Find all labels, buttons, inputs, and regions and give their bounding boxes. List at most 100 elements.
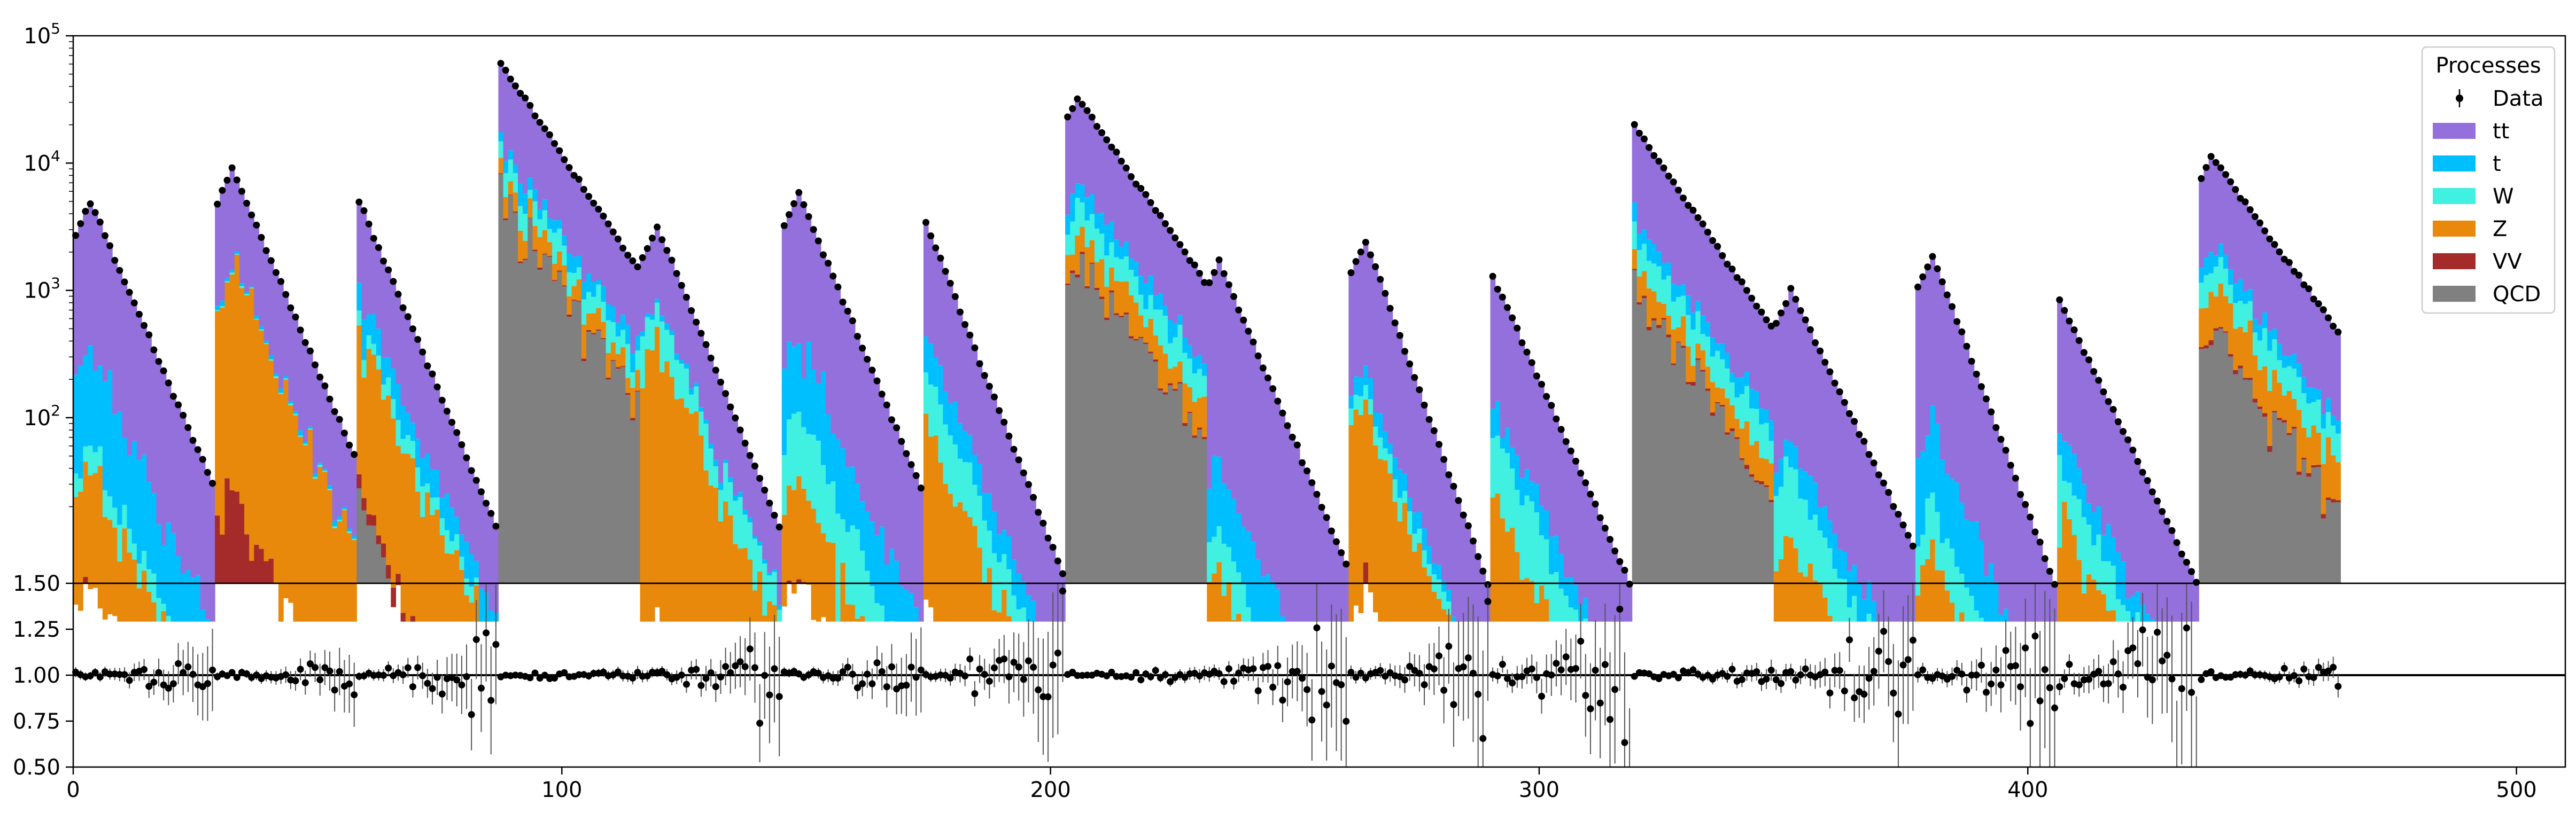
data-point-seg1-bin1 <box>72 232 80 239</box>
bar-tt-seg14-bin28 <box>2047 570 2053 622</box>
data-point-seg7-bin27 <box>1049 544 1057 551</box>
data-point-seg13-bin23 <box>1880 479 1888 487</box>
bar-w-seg1-bin2 <box>78 478 83 492</box>
data-point-seg15-bin18 <box>2139 468 2146 476</box>
bar-tt-seg14-bin16 <box>1989 412 1994 564</box>
bar-tt-seg5-bin12 <box>694 322 699 383</box>
bar-w-seg4-bin1 <box>498 141 504 158</box>
bar-tt-seg10-bin3 <box>1358 251 1364 378</box>
bar-w-seg8-bin4 <box>1080 202 1085 227</box>
bar-w-seg6-bin9 <box>820 465 826 534</box>
ratio-point-seg8-bin5 <box>1083 671 1091 679</box>
data-point-seg7-bin4 <box>937 254 944 262</box>
bar-w-seg12-bin15 <box>1700 334 1706 350</box>
bar-t-seg16-bin13 <box>2257 325 2263 341</box>
data-point-seg8-bin8 <box>1098 129 1106 136</box>
bar-z-seg15-bin6 <box>2081 593 2087 622</box>
bar-w-seg5-bin4 <box>655 302 660 327</box>
bar-tt-seg9-bin12 <box>1260 366 1266 577</box>
data-point-seg4-bin29 <box>634 263 641 271</box>
bar-w-seg6-bin8 <box>816 441 821 523</box>
bar-z-seg5-bin23 <box>747 559 753 622</box>
bar-tt-seg7-bin14 <box>987 385 992 494</box>
bar-z-seg4-bin12 <box>552 263 557 280</box>
bar-tt-seg6-bin11 <box>831 276 836 434</box>
data-point-seg5-bin27 <box>766 499 773 507</box>
ratio-point-seg14-bin19 <box>2002 647 2009 654</box>
data-point-seg8-bin15 <box>1132 181 1140 188</box>
bar-z-seg12-bin26 <box>1754 441 1759 481</box>
bar-tt-seg2-bin1 <box>215 201 220 306</box>
bar-w-seg11-bin14 <box>1554 572 1559 622</box>
bar-z-seg3-bin13 <box>415 491 421 622</box>
bar-t-seg13-bin17 <box>1852 565 1857 596</box>
data-point-seg9-bin23 <box>1313 490 1321 498</box>
bar-tt-seg2-bin26 <box>337 421 343 517</box>
bar-t-seg12-bin4 <box>1647 239 1652 261</box>
data-point-seg13-bin7 <box>1802 316 1809 324</box>
bar-w-seg13-bin6 <box>1798 498 1804 573</box>
bar-z-seg3-bin6 <box>381 400 386 544</box>
bar-t-seg11-bin5 <box>1510 447 1515 469</box>
data-point-seg3-bin9 <box>394 291 402 298</box>
bar-tt-seg12-bin25 <box>1749 298 1755 389</box>
bar-qcd-seg16-bin20 <box>2291 428 2297 583</box>
bar-w-seg8-bin12 <box>1119 259 1124 282</box>
bar-tt-seg5-bin17 <box>718 382 724 483</box>
bar-vv-seg10-bin4 <box>1363 562 1369 583</box>
bar-z-seg6-bin10 <box>826 542 831 622</box>
ratio-point-seg2-bin29 <box>351 691 358 699</box>
bar-z-seg8-bin21 <box>1162 354 1168 393</box>
bar-z-seg5-bin11 <box>689 413 694 622</box>
ratio-point-seg11-bin11 <box>1538 692 1546 700</box>
bar-z-seg12-bin9 <box>1671 329 1677 364</box>
bar-t-seg10-bin3 <box>1358 377 1364 396</box>
bar-vv-seg8-bin18 <box>1148 351 1154 354</box>
bar-w-seg13-bin20 <box>1866 613 1872 622</box>
legend-label-tt: tt <box>2493 119 2509 144</box>
data-point-seg15-bin8 <box>2090 368 2098 375</box>
bar-z-seg14-bin2 <box>1920 565 1926 622</box>
bar-w-seg11-bin3 <box>1500 448 1506 519</box>
ratio-point-seg5-bin22 <box>741 663 749 670</box>
bar-w-seg3-bin23 <box>464 578 470 596</box>
ratio-point-seg8-bin3 <box>1074 672 1081 679</box>
ratio-point-seg7-bin20 <box>1015 663 1022 671</box>
bar-z-seg5-bin17 <box>718 521 724 622</box>
bar-z-seg12-bin2 <box>1636 276 1642 302</box>
data-point-seg9-bin27 <box>1333 538 1340 545</box>
ratio-point-seg7-bin6 <box>946 675 954 682</box>
ratio-point-seg15-bin9 <box>2095 668 2102 675</box>
bar-vv-seg8-bin5 <box>1084 286 1090 288</box>
bar-vv-seg12-bin3 <box>1641 295 1647 299</box>
bar-tt-seg16-bin23 <box>2306 291 2312 387</box>
bar-t-seg3-bin3 <box>366 314 372 335</box>
bar-tt-seg8-bin4 <box>1080 104 1085 185</box>
bar-vv-seg8-bin15 <box>1134 339 1139 341</box>
bar-tt-seg16-bin8 <box>2233 189 2239 284</box>
bar-t-seg6-bin5 <box>801 378 807 427</box>
bar-t-seg15-bin16 <box>2130 596 2136 622</box>
bar-tt-seg13-bin22 <box>1876 473 1882 622</box>
ratio-point-seg13-bin17 <box>1851 694 1858 702</box>
data-point-seg14-bin10 <box>1958 328 1966 335</box>
bar-qcd-seg4-bin3 <box>508 195 514 583</box>
bar-z-seg7-bin10 <box>967 517 973 622</box>
bar-w-seg16-bin4 <box>2213 267 2219 296</box>
bar-vv-seg3-bin1 <box>356 474 362 489</box>
bar-w-seg6-bin16 <box>855 529 860 619</box>
ratio-point-seg16-bin3 <box>2207 668 2215 675</box>
ratio-point-seg9-bin26 <box>1328 662 1335 670</box>
bar-t-seg14-bin4 <box>1930 405 1936 493</box>
bar-vv-seg8-bin29 <box>1202 437 1207 440</box>
bar-tt-seg3-bin18 <box>439 398 445 498</box>
data-point-seg5-bin17 <box>717 378 724 386</box>
bar-tt-seg7-bin3 <box>933 247 938 357</box>
bar-w-seg2-bin2 <box>220 306 226 308</box>
bar-qcd-seg8-bin27 <box>1192 437 1198 583</box>
bar-z-seg1-bin1 <box>73 497 79 605</box>
bar-qcd-seg8-bin9 <box>1104 320 1109 583</box>
bar-tt-seg2-bin22 <box>317 376 323 463</box>
ratio-point-seg8-bin19 <box>1152 667 1159 674</box>
legend-label-data: Data <box>2493 87 2544 111</box>
